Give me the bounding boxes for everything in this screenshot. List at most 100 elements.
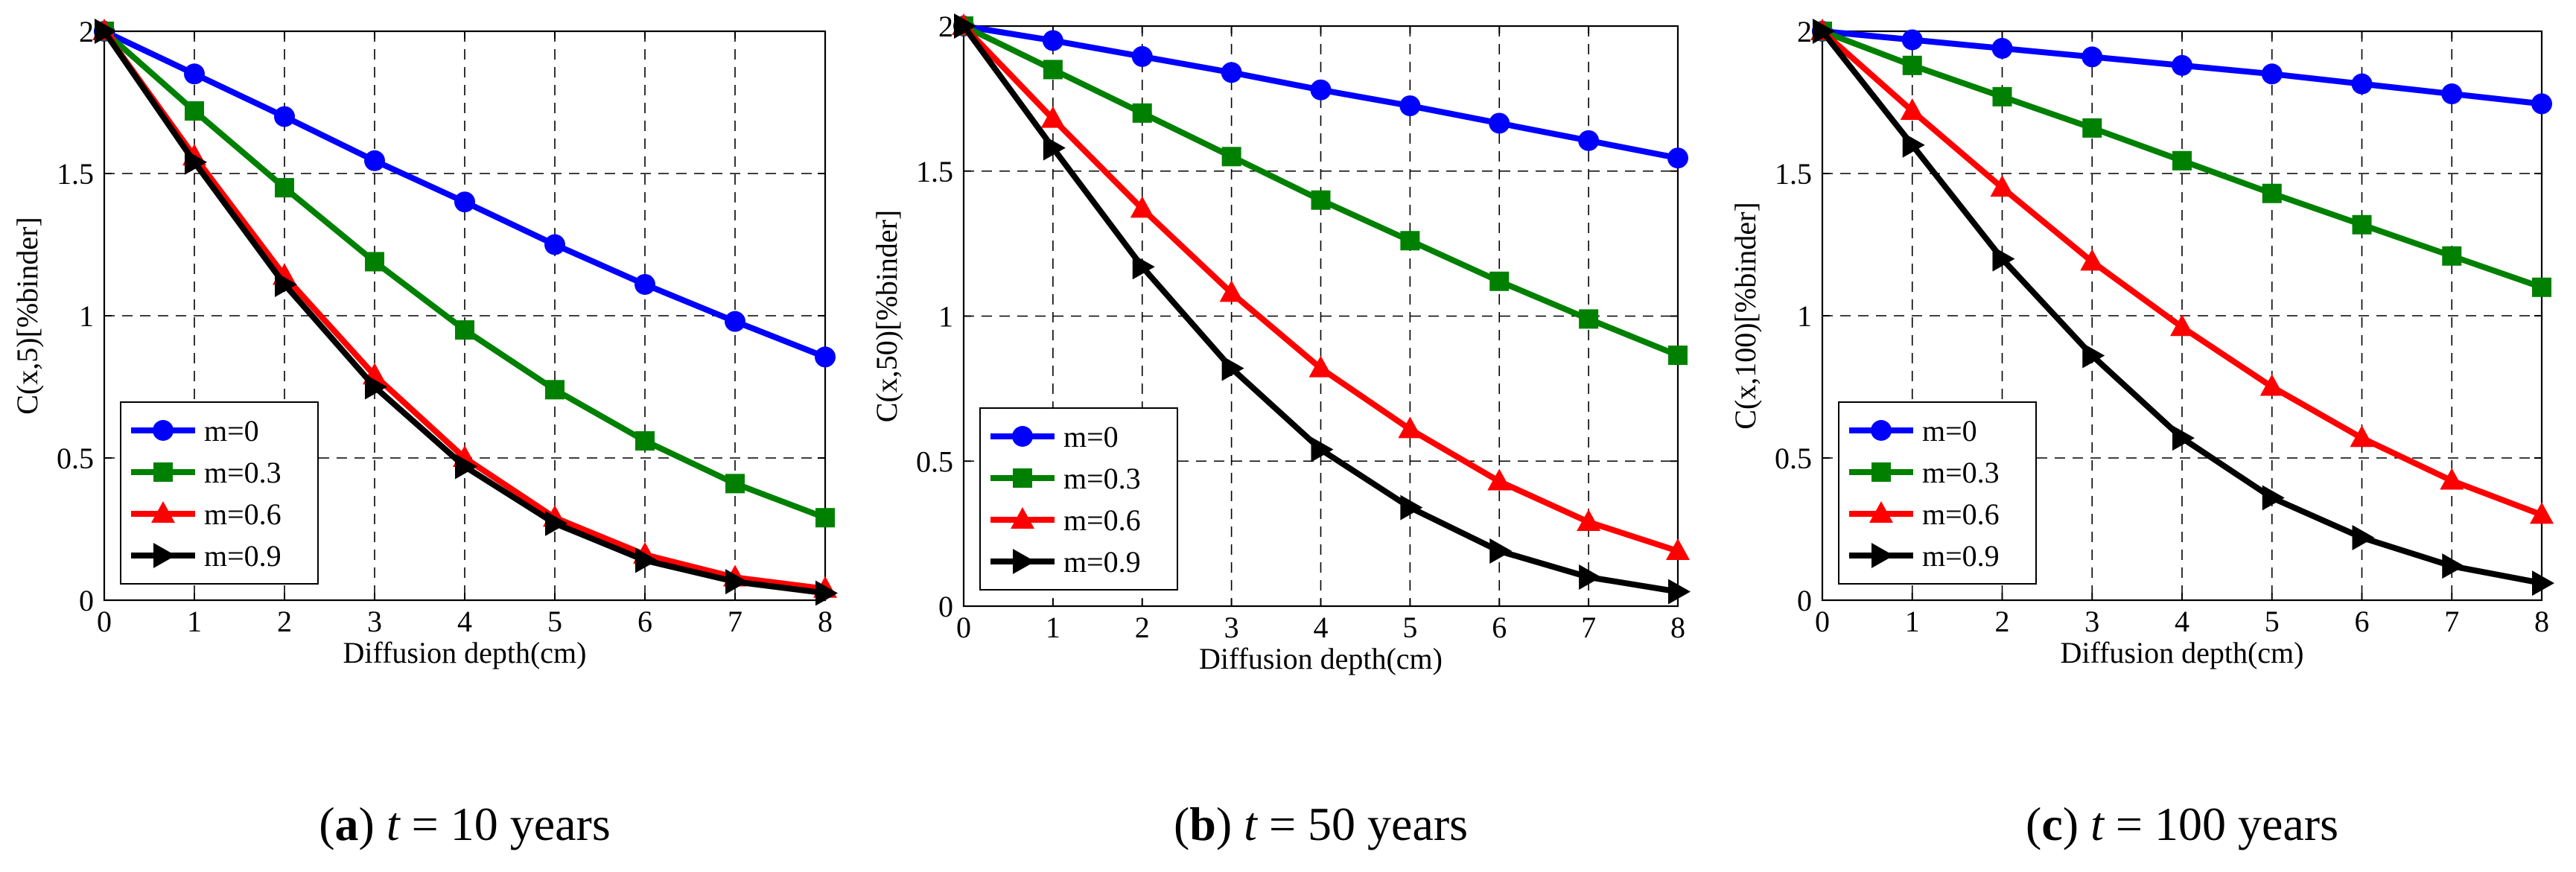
data-point-marker [1579, 309, 1599, 329]
x-tick-label: 8 [818, 605, 833, 638]
series-m=0.9 [95, 19, 838, 606]
data-point-marker [365, 252, 384, 272]
caption-letter: a [335, 798, 359, 850]
data-point-marker [2261, 63, 2283, 85]
series-m=0 [953, 16, 1688, 169]
y-tick-label: 0 [1797, 584, 1812, 617]
data-point-marker [1311, 436, 1334, 462]
y-tick-label: 0 [938, 590, 953, 623]
x-tick-label: 6 [1492, 611, 1507, 644]
data-point-marker [2352, 524, 2375, 550]
legend-entry: m=0.9 [1922, 539, 2000, 573]
data-point-marker [2352, 214, 2372, 235]
x-tick-label: 0 [97, 605, 112, 638]
legend-entry: m=0.6 [1063, 503, 1141, 537]
x-tick-label: 6 [2355, 605, 2370, 638]
x-tick-label: 1 [1905, 605, 1920, 638]
data-point-marker [2531, 93, 2552, 115]
data-point-marker [275, 178, 294, 198]
y-axis-label: C(x,50)[%binder] [870, 210, 903, 422]
data-point-marker [545, 510, 567, 536]
data-point-marker [1487, 468, 1512, 491]
data-point-marker [1902, 132, 1925, 158]
data-point-marker [725, 474, 745, 494]
data-point-marker [815, 580, 838, 606]
y-tick-label: 2 [79, 15, 94, 48]
data-point-marker [635, 273, 655, 295]
x-tick-label: 6 [637, 605, 652, 638]
caption-open-paren: ( [319, 798, 334, 850]
legend-swatch-marker [1871, 420, 1892, 441]
data-point-marker [1221, 62, 1242, 83]
data-point-marker [185, 149, 207, 175]
x-tick-label: 8 [1670, 611, 1685, 644]
y-tick-label: 1.5 [57, 157, 94, 191]
x-tick-label: 1 [187, 605, 202, 638]
y-tick-label: 0.5 [57, 442, 94, 475]
caption-letter: c [2041, 798, 2062, 850]
legend-entry: m=0.3 [1922, 456, 2000, 489]
data-point-marker [2262, 183, 2282, 203]
x-axis-label: Diffusion depth(cm) [2061, 636, 2304, 669]
data-point-marker [1040, 106, 1065, 128]
x-tick-label: 1 [1046, 611, 1060, 644]
data-point-marker [364, 150, 385, 171]
data-point-marker [184, 63, 205, 85]
data-point-marker [2082, 343, 2105, 369]
data-point-marker [1130, 196, 1154, 218]
data-point-marker [454, 191, 475, 213]
data-point-marker [1399, 95, 1421, 117]
panel-caption: (c) t = 100 years [2026, 798, 2338, 850]
x-axis-label: Diffusion depth(cm) [343, 636, 587, 669]
caption-close-paren: ) [1216, 798, 1244, 850]
legend-entry: m=0.3 [204, 456, 282, 489]
data-point-marker [1489, 538, 1513, 564]
legend-swatch-marker [1011, 507, 1034, 529]
data-point-marker [1579, 564, 1602, 591]
data-point-marker [2351, 73, 2373, 95]
data-point-marker [1667, 147, 1688, 169]
data-point-marker [2172, 425, 2195, 451]
data-point-marker [1577, 509, 1601, 532]
data-point-marker [2350, 425, 2374, 448]
y-tick-label: 1.5 [1775, 157, 1812, 191]
data-point-marker [1991, 37, 2013, 59]
legend-swatch-marker [153, 420, 174, 441]
data-point-marker [1219, 280, 1244, 302]
data-point-marker [1900, 98, 1924, 120]
x-tick-label: 8 [2534, 605, 2549, 638]
series-m=0.9 [954, 13, 1691, 605]
caption-rest: = 100 years [2104, 798, 2338, 850]
legend-swatch-marker [153, 462, 173, 482]
legend-swatch-marker [1871, 462, 1891, 482]
data-point-marker [1990, 175, 2014, 197]
series-m=0 [1812, 21, 2552, 115]
legend: m=0 m=0.3 m=0.6 m=0.9 [120, 401, 319, 585]
legend-entry: m=0.3 [1063, 462, 1141, 495]
panel-caption: (b) t = 50 years [1174, 798, 1468, 850]
data-point-marker [2441, 83, 2463, 105]
data-point-marker [815, 508, 835, 528]
x-tick-label: 7 [728, 605, 742, 638]
data-point-marker [1992, 246, 2015, 272]
data-point-marker [1400, 231, 1420, 251]
data-point-marker [1398, 416, 1422, 439]
caption-open-paren: ( [1174, 798, 1189, 850]
data-point-marker [2532, 277, 2551, 297]
x-tick-label: 0 [1815, 605, 1830, 638]
data-point-marker [95, 19, 117, 44]
x-tick-label: 3 [2084, 605, 2099, 638]
x-tick-label: 5 [547, 605, 562, 638]
panel-caption: (a) t = 10 years [319, 798, 611, 850]
legend: m=0 m=0.3 m=0.6 m=0.9 [979, 407, 1178, 591]
data-point-marker [1132, 103, 1152, 123]
chart-panel-b: 0 1 2 3 4 5 6 7 8 0 0.5 1 1.5 2 Diffusion depth(cm) C(x… [870, 10, 1691, 850]
data-point-marker [725, 569, 748, 595]
data-point-marker [274, 106, 295, 127]
caption-open-paren: ( [2026, 798, 2041, 850]
data-point-marker [1310, 79, 1332, 101]
x-tick-label: 2 [277, 605, 292, 638]
x-tick-label: 2 [1135, 611, 1150, 644]
data-point-marker [815, 346, 836, 368]
